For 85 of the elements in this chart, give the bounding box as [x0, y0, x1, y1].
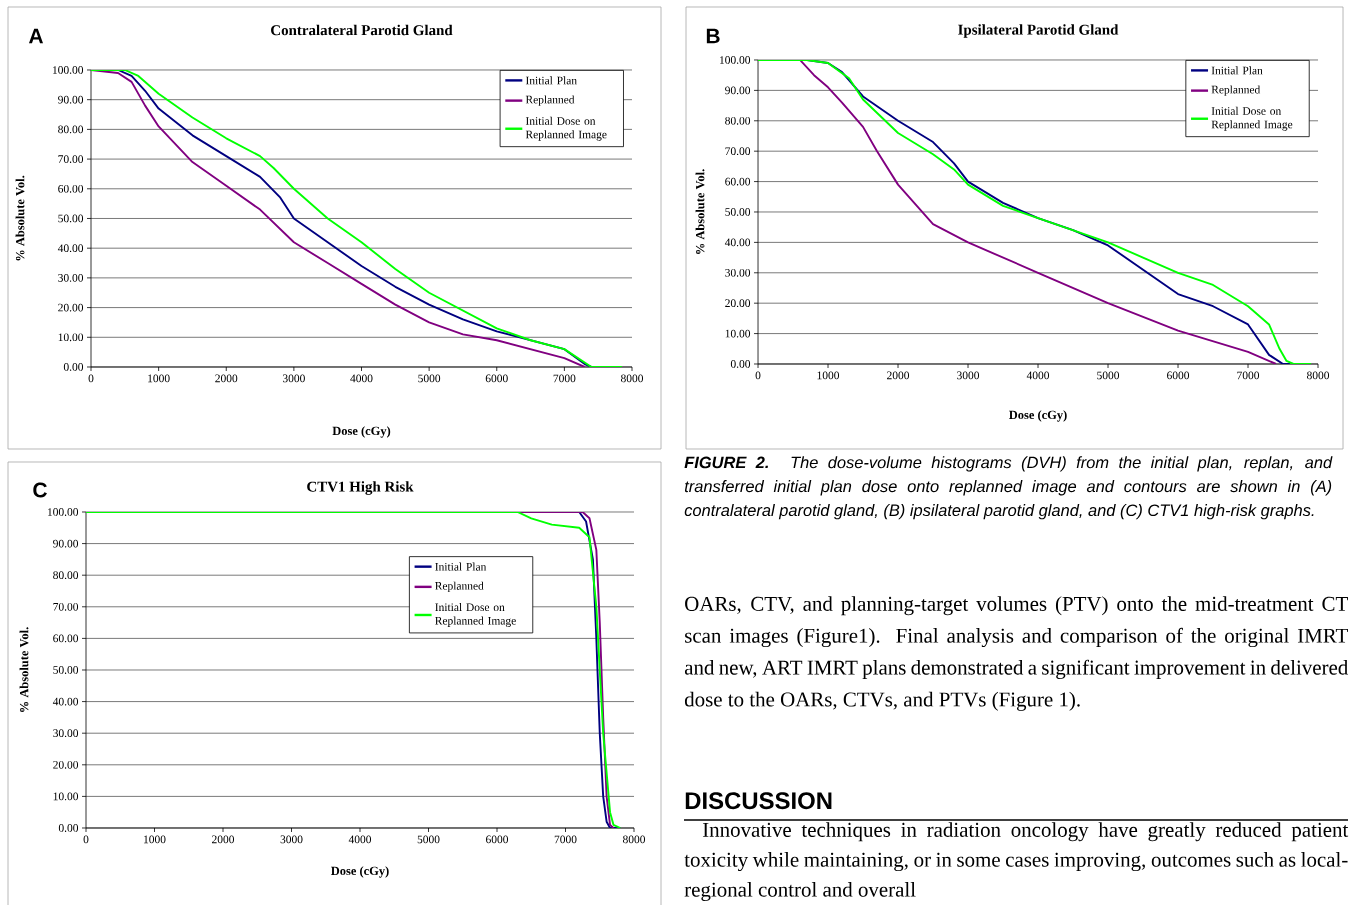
- y-tick-label: 60.00: [58, 184, 84, 193]
- y-tick-label: 10.00: [725, 329, 751, 338]
- x-tick-label: 0: [755, 371, 761, 380]
- x-tick-label: 7000: [1237, 371, 1260, 380]
- y-tick-label: 30.00: [725, 268, 751, 277]
- y-tick-label: 50.00: [58, 214, 84, 223]
- chart-title: CTV1 High Risk: [307, 481, 414, 495]
- y-tick-label: 70.00: [725, 147, 751, 156]
- y-tick-label: 100.00: [47, 508, 79, 516]
- y-tick-label: 30.00: [58, 274, 84, 282]
- x-tick-label: 5000: [1097, 371, 1120, 380]
- chart-title: Ipsilateral Parotid Gland: [958, 24, 1119, 38]
- y-tick-label: 90.00: [58, 95, 84, 104]
- x-tick-label: 3000: [957, 371, 980, 380]
- y-tick-label: 40.00: [52, 697, 79, 706]
- y-tick-label: 20.00: [53, 760, 79, 769]
- y-tick-label: 20.00: [725, 299, 751, 308]
- x-tick-label: 5000: [418, 374, 441, 383]
- x-tick-label: 6000: [485, 374, 508, 383]
- text: A: [28, 28, 44, 44]
- text: C: [33, 482, 47, 498]
- legend-label: Initial Dose on Replanned Image: [525, 116, 607, 141]
- text: B: [706, 28, 720, 44]
- x-axis-title: Dose (cGy): [331, 866, 389, 878]
- text: OARs, CTV, and planning-target volumes (PTV) onto the mid-treatment CT scan images (Figure1). Final analysis and comparison of the original IMRT and new, ART IMRT plans demonstrated a significant improvement in delivered dose to the OARs, CTVs, and PTVs (Figure 1).: [684, 596, 1349, 711]
- legend-label: Initial Dose on Replanned Image: [435, 603, 516, 627]
- y-axis-title: % Absolute Vol.: [15, 175, 25, 261]
- y-tick-label: 80.00: [725, 116, 751, 125]
- x-tick-label: 6000: [486, 835, 509, 844]
- y-tick-label: 90.00: [53, 539, 79, 548]
- y-tick-label: 0.00: [730, 360, 751, 368]
- text: FIGURE 2. The dose-volume histograms (DVH) from the initial plan, replan, and transferred initial plan dose onto replanned image and contours are shown in (A) contralateral parotid gland, (B) ipsilateral parotid gland, and (C) CTV1 high-risk graphs.: [684, 456, 1333, 520]
- x-tick-label: 3000: [280, 835, 303, 844]
- x-axis-title: Dose (cGy): [1009, 410, 1067, 422]
- legend-label: Initial Plan: [1211, 66, 1263, 75]
- x-tick-label: 5000: [417, 835, 440, 844]
- y-tick-label: 40.00: [57, 244, 84, 253]
- y-tick-label: 60.00: [53, 634, 79, 643]
- y-tick-label: 0.00: [63, 363, 84, 371]
- y-tick-label: 0.00: [58, 824, 79, 832]
- y-tick-label: 20.00: [58, 303, 84, 312]
- y-tick-label: 50.00: [53, 666, 79, 674]
- x-tick-label: 1000: [817, 371, 840, 380]
- x-tick-label: 2000: [215, 374, 238, 383]
- x-tick-label: 8000: [620, 374, 644, 383]
- x-axis-title: Dose (cGy): [332, 426, 391, 438]
- y-tick-label: 10.00: [58, 333, 84, 342]
- x-tick-label: 4000: [1026, 371, 1050, 380]
- y-tick-label: 70.00: [53, 602, 79, 611]
- x-tick-label: 1000: [148, 374, 170, 383]
- x-tick-label: 7000: [554, 835, 577, 844]
- y-tick-label: 10.00: [53, 792, 79, 801]
- y-axis-title: % Absolute Vol.: [19, 627, 29, 712]
- legend-label: Replanned: [525, 95, 575, 106]
- x-tick-label: 8000: [1307, 371, 1330, 380]
- y-tick-label: 60.00: [725, 177, 751, 186]
- y-tick-label: 80.00: [58, 125, 84, 134]
- x-tick-label: 4000: [350, 374, 373, 383]
- y-tick-label: 100.00: [719, 56, 751, 64]
- legend-label: Initial Plan: [525, 76, 577, 85]
- chart-title: Contralateral Parotid Gland: [271, 24, 453, 36]
- x-tick-label: 1000: [144, 835, 166, 844]
- x-tick-label: 6000: [1167, 371, 1190, 380]
- y-tick-label: 100.00: [52, 66, 84, 74]
- x-tick-label: 7000: [553, 374, 576, 383]
- y-tick-label: 70.00: [58, 155, 84, 163]
- x-tick-label: 0: [83, 835, 89, 844]
- x-tick-label: 2000: [887, 371, 910, 380]
- legend-label: Initial Plan: [435, 562, 487, 571]
- x-tick-label: 2000: [212, 835, 235, 844]
- y-axis-title: % Absolute Vol.: [695, 169, 705, 254]
- x-tick-label: 0: [88, 374, 94, 383]
- legend-label: Replanned: [435, 581, 484, 593]
- legend-label: Initial Dose on Replanned Image: [1211, 106, 1293, 131]
- legend-label: Replanned: [1211, 85, 1261, 96]
- y-tick-label: 40.00: [724, 238, 751, 247]
- y-tick-label: 90.00: [725, 86, 751, 95]
- text: DISCUSSION: [685, 792, 832, 810]
- text: Innovative techniques in radiation oncology have greatly reduced patient toxicity while maintaining, or in some cases improving, outcomes such as local-regional control and overall: [684, 822, 1349, 902]
- y-tick-label: 50.00: [725, 208, 751, 216]
- x-tick-label: 3000: [282, 374, 305, 383]
- y-tick-label: 80.00: [53, 571, 79, 580]
- y-tick-label: 30.00: [53, 729, 79, 738]
- x-tick-label: 4000: [348, 835, 372, 844]
- x-tick-label: 8000: [622, 835, 646, 844]
